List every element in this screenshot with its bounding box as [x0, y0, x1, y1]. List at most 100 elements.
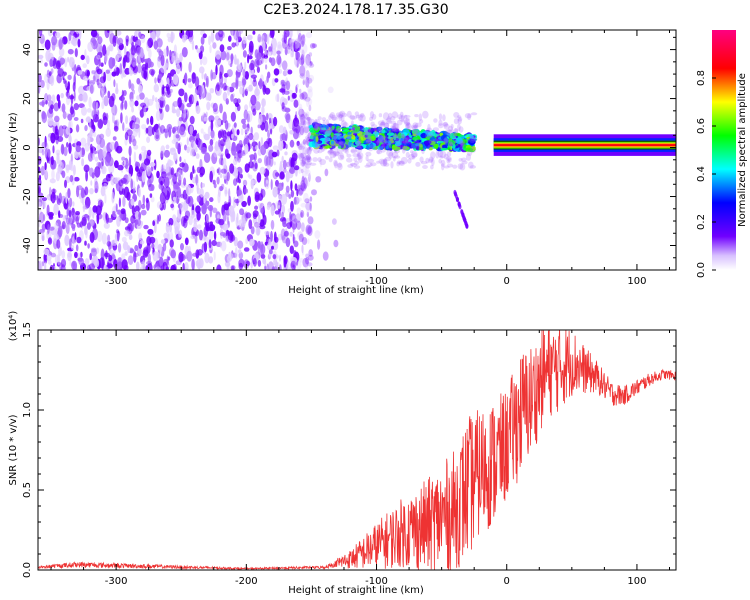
heatmap-cell: [458, 126, 464, 133]
heatmap-cell: [227, 46, 232, 51]
heatmap-cell: [165, 83, 170, 92]
heatmap-cell: [333, 239, 339, 248]
heatmap-cell: [308, 104, 312, 112]
heatmap-cell: [86, 108, 92, 113]
heatmap-cell: [135, 38, 142, 49]
heatmap-cell: [203, 152, 211, 163]
heatmap-cell: [298, 48, 302, 53]
heatmap-cell: [206, 75, 209, 88]
heatmap-cell: [90, 180, 93, 186]
heatmap-cell: [203, 116, 209, 122]
heatmap-cell: [302, 34, 306, 39]
heatmap-cell: [152, 94, 155, 102]
heatmap-cell: [172, 73, 179, 85]
heatmap-cell: [195, 105, 201, 114]
heatmap-cell: [136, 78, 141, 85]
heatmap-cell: [198, 139, 203, 151]
heatmap-cell: [300, 182, 307, 192]
heatmap-cell: [216, 176, 220, 185]
heatmap-cell: [250, 261, 253, 269]
heatmap-cell: [230, 93, 234, 102]
heatmap-cell: [381, 135, 386, 140]
heatmap-cell: [140, 162, 147, 172]
heatmap-cell: [60, 264, 66, 270]
heatmap-cell: [281, 211, 284, 219]
heatmap-cell: [49, 186, 52, 198]
heatmap-cell: [228, 251, 231, 258]
heatmap-cell: [250, 178, 254, 190]
heatmap-cell: [429, 136, 436, 142]
heatmap-cell: [448, 140, 456, 145]
heatmap-cell: [300, 54, 306, 61]
heatmap-cell: [69, 175, 74, 183]
heatmap-cell: [444, 129, 452, 135]
heatmap-cell: [468, 161, 474, 169]
heatmap-cell: [188, 96, 192, 104]
heatmap-cell: [129, 98, 135, 108]
heatmap-cell: [193, 218, 197, 225]
heatmap-cell: [259, 202, 265, 214]
x-tick-label: -200: [235, 276, 258, 287]
heatmap-cell: [83, 164, 90, 173]
heatmap-cell: [74, 232, 77, 240]
heatmap-cell: [443, 121, 448, 128]
heatmap-cell: [273, 231, 277, 243]
heatmap-cell: [69, 197, 73, 208]
heatmap-cell: [240, 128, 244, 136]
heatmap-cell: [266, 164, 271, 170]
heatmap-cell: [136, 95, 141, 101]
heatmap-cell: [82, 203, 86, 213]
heatmap-cell: [310, 135, 314, 140]
heatmap-cell: [236, 198, 239, 207]
heatmap-cell: [272, 48, 277, 56]
heatmap-cell: [188, 215, 193, 226]
heatmap-cell: [155, 129, 160, 140]
heatmap-cell: [330, 132, 334, 138]
heatmap-cell: [410, 150, 414, 154]
heatmap-cell: [298, 108, 305, 118]
heatmap-cell: [245, 212, 252, 219]
heatmap-cell: [235, 216, 239, 228]
heatmap-cell: [281, 60, 288, 71]
heatmap-cell: [179, 162, 186, 168]
heatmap-cell: [260, 144, 267, 156]
heatmap-cell: [123, 159, 126, 167]
heatmap-cell: [85, 117, 91, 122]
heatmap-cell: [260, 253, 266, 259]
heatmap-cell: [97, 148, 104, 161]
x-tick-label: 100: [627, 276, 646, 287]
heatmap-cell: [288, 119, 294, 130]
heatmap-cell: [415, 143, 420, 147]
heatmap-cell: [256, 59, 263, 66]
heatmap-cell: [248, 133, 254, 141]
heatmap-cell: [92, 75, 96, 82]
heatmap-cell: [235, 143, 242, 154]
heatmap-cell: [52, 122, 57, 127]
heatmap-cell: [229, 63, 233, 68]
heatmap-cell: [459, 140, 464, 146]
figure-title: C2E3.2024.178.17.35.G30: [263, 2, 448, 18]
heatmap-cell: [220, 168, 227, 174]
heatmap-cell: [192, 165, 195, 174]
heatmap-cell: [91, 70, 97, 75]
heatmap-cell: [308, 62, 311, 69]
heatmap-cell: [279, 133, 284, 142]
heatmap-cell: [91, 109, 96, 120]
heatmap-cell: [301, 236, 304, 242]
heatmap-cell: [133, 151, 137, 163]
heatmap-cell: [299, 73, 306, 79]
heatmap-cell: [108, 156, 114, 167]
heatmap-cell: [165, 222, 170, 234]
heatmap-cell: [171, 32, 175, 41]
heatmap-cell: [257, 214, 261, 224]
heatmap-cell: [209, 139, 214, 146]
heatmap-cell: [302, 57, 309, 69]
heatmap-cell: [164, 130, 168, 139]
y-tick-label: -20: [22, 188, 33, 204]
heatmap-cell: [54, 222, 59, 229]
heatmap-cell: [297, 184, 301, 192]
heatmap-cell: [267, 51, 273, 56]
heatmap-cell: [186, 250, 193, 262]
heatmap-cell: [357, 126, 364, 134]
heatmap-cell: [414, 114, 419, 118]
